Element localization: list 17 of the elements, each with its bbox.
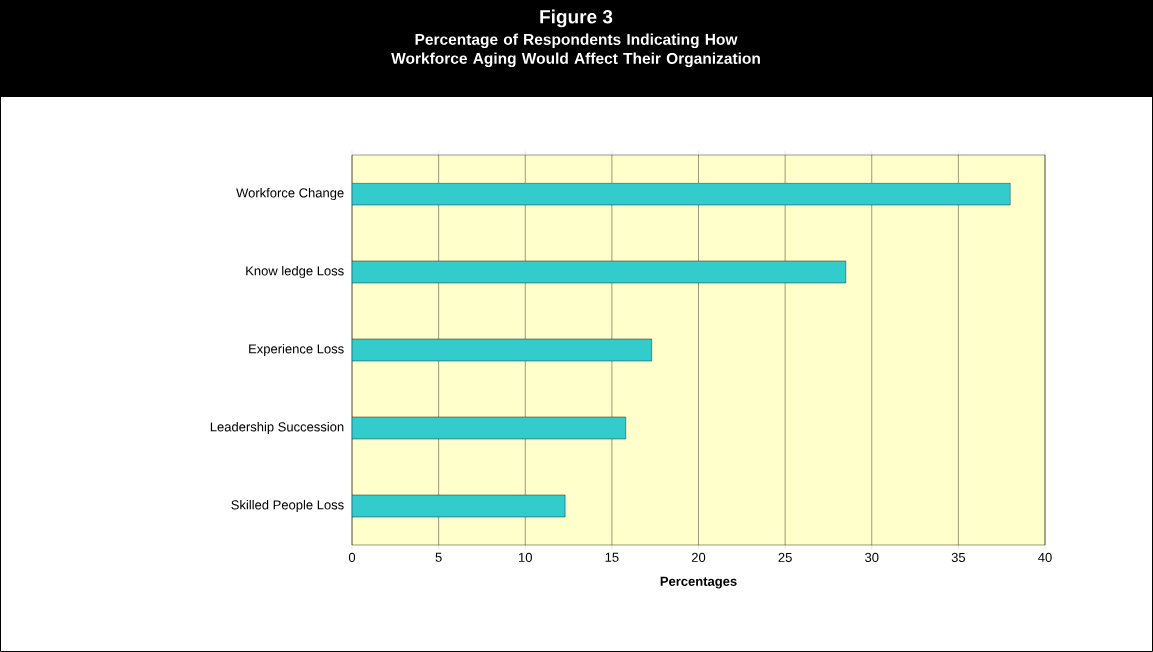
x-tick-label: 20	[691, 552, 706, 562]
x-tick-label: 40	[1038, 552, 1052, 562]
x-tick-label: 5	[435, 552, 442, 562]
x-tick-label: 15	[605, 552, 619, 562]
y-tick-label: Workforce Change	[236, 187, 344, 201]
x-tick-label: 0	[348, 552, 356, 562]
x-tick-label: 10	[519, 552, 532, 562]
x-tick-label: 35	[951, 552, 966, 562]
x-axis-title: Percentages	[660, 576, 737, 589]
y-tick-label: Leadership Succession	[210, 421, 344, 435]
chart-title: Figure 3	[540, 9, 613, 28]
y-tick-label: Skilled People Loss	[231, 499, 344, 513]
chart-subtitle: Percentage of Respondents Indicating How Workforce Aging Would Affect Their Organization	[391, 33, 760, 68]
x-tick-label: 25	[778, 552, 792, 562]
y-tick-label: Know ledge Loss	[246, 265, 344, 279]
x-tick-label: 30	[865, 552, 879, 562]
y-tick-label: Experience Loss	[249, 343, 344, 357]
